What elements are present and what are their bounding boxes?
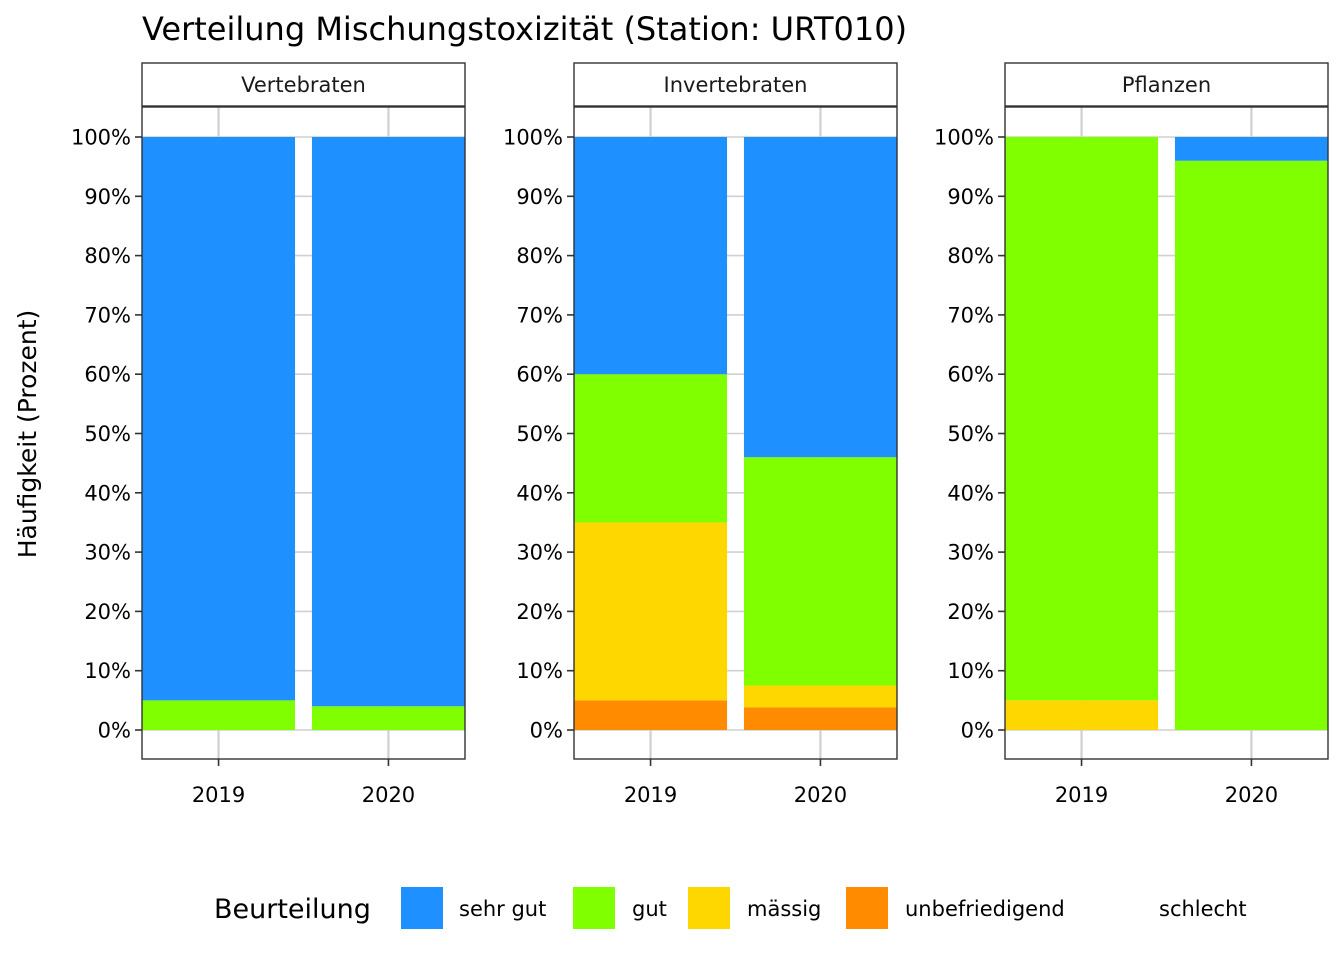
y-tick-label: 40% <box>84 481 131 505</box>
y-tick-label: 80% <box>84 244 131 268</box>
bar-2019-maessig <box>1005 700 1159 730</box>
bar-2020-sehr-gut <box>311 137 465 707</box>
legend-label: schlecht <box>1159 897 1247 921</box>
y-axis-label: Häufigkeit (Prozent) <box>13 310 42 559</box>
y-tick-label: 90% <box>516 185 563 209</box>
bar-2020-sehr-gut <box>1174 137 1328 161</box>
y-tick-label: 10% <box>947 659 994 683</box>
legend-item-maessig: mässig <box>688 887 821 929</box>
bar-2019-maessig <box>574 522 728 701</box>
y-tick-label: 10% <box>516 659 563 683</box>
y-axis: 0% 10% 20% 30% 40% 50% 60% 70% 80% 90% 100% <box>934 126 1005 743</box>
legend-item-schlecht: schlecht <box>1159 897 1247 921</box>
y-tick-label: 100% <box>71 126 131 150</box>
x-axis: 2019 2020 <box>624 759 847 807</box>
y-tick-label: 100% <box>934 126 994 150</box>
strip-background <box>1004 62 1329 107</box>
legend-key <box>688 887 730 929</box>
y-tick-label: 100% <box>503 126 563 150</box>
bar-2019-gut <box>574 374 728 523</box>
y-tick-label: 90% <box>84 185 131 209</box>
legend-label: sehr gut <box>459 897 546 921</box>
x-tick-label: 2020 <box>362 783 415 807</box>
y-tick-label: 70% <box>947 303 994 327</box>
bar-2019-unbefriedigend <box>574 700 728 730</box>
y-tick-label: 30% <box>84 541 131 565</box>
y-tick-label: 20% <box>947 600 994 624</box>
legend-item-gut: gut <box>573 887 667 929</box>
bar-2019-gut <box>1005 137 1159 701</box>
legend: Beurteilung sehr gut gut mässig unbefriedig… <box>214 887 1247 929</box>
y-tick-label: 80% <box>947 244 994 268</box>
y-tick-label: 20% <box>84 600 131 624</box>
bars <box>142 137 465 730</box>
x-tick-label: 2019 <box>1055 783 1108 807</box>
x-tick-label: 2019 <box>624 783 677 807</box>
y-tick-label: 60% <box>516 363 563 387</box>
strip-label: Vertebraten <box>241 73 366 97</box>
x-tick-label: 2019 <box>192 783 245 807</box>
panel-invertebraten: Invertebraten 0% 10% 20% 30% 40% 50% 60% 70% 80% 9… <box>503 62 898 807</box>
y-tick-label: 80% <box>516 244 563 268</box>
y-tick-label: 0% <box>961 719 994 743</box>
y-tick-label: 50% <box>516 422 563 446</box>
bar-2020-gut <box>311 706 465 730</box>
panel-vertebraten: Vertebraten 0% 10% 20% 30% 40% 50% 60% 70% 80% 90%… <box>71 62 466 807</box>
y-tick-label: 40% <box>947 481 994 505</box>
y-tick-label: 20% <box>516 600 563 624</box>
legend-item-unbefriedigend: unbefriedigend <box>846 887 1065 929</box>
y-tick-label: 70% <box>516 303 563 327</box>
y-tick-label: 40% <box>516 481 563 505</box>
y-tick-label: 60% <box>84 363 131 387</box>
legend-key <box>846 887 888 929</box>
y-tick-label: 30% <box>516 541 563 565</box>
strip-background <box>573 62 898 107</box>
bar-2019-sehr-gut <box>142 137 296 701</box>
bar-2020-gut <box>1174 160 1328 731</box>
legend-items: sehr gut gut mässig unbefriedigend schlecht <box>401 887 1247 929</box>
y-tick-label: 50% <box>84 422 131 446</box>
bar-2020-unbefriedigend <box>743 707 897 730</box>
panel-pflanzen: Pflanzen 0% 10% 20% 30% 40% 50% 60% 70% 80% 90% 100… <box>934 62 1329 807</box>
y-tick-label: 60% <box>947 363 994 387</box>
bar-2020-gut <box>743 457 897 686</box>
legend-item-sehr-gut: sehr gut <box>401 887 546 929</box>
y-tick-label: 0% <box>98 719 131 743</box>
chart-title: Verteilung Mischungstoxizität (Station: … <box>142 10 907 48</box>
x-tick-label: 2020 <box>1225 783 1278 807</box>
bars <box>1005 137 1328 731</box>
legend-label: mässig <box>747 897 821 921</box>
strip-background <box>141 62 466 107</box>
legend-label: gut <box>632 897 667 921</box>
legend-title: Beurteilung <box>214 894 371 925</box>
bar-2019-gut <box>142 700 296 730</box>
y-tick-label: 30% <box>947 541 994 565</box>
x-axis: 2019 2020 <box>192 759 415 807</box>
y-tick-label: 0% <box>530 719 563 743</box>
y-axis: 0% 10% 20% 30% 40% 50% 60% 70% 80% 90% 100% <box>71 126 142 743</box>
bar-2020-sehr-gut <box>743 137 897 458</box>
y-axis: 0% 10% 20% 30% 40% 50% 60% 70% 80% 90% 100% <box>503 126 574 743</box>
x-tick-label: 2020 <box>794 783 847 807</box>
bars <box>574 137 897 730</box>
y-tick-label: 50% <box>947 422 994 446</box>
legend-key <box>401 887 443 929</box>
panels: Vertebraten 0% 10% 20% 30% 40% 50% 60% 70% 80% 90%… <box>71 62 1329 807</box>
y-tick-label: 70% <box>84 303 131 327</box>
y-tick-label: 10% <box>84 659 131 683</box>
bar-2019-sehr-gut <box>574 137 728 375</box>
strip-label: Pflanzen <box>1122 73 1211 97</box>
x-axis: 2019 2020 <box>1055 759 1278 807</box>
legend-key <box>573 887 615 929</box>
bar-2020-maessig <box>743 685 897 708</box>
legend-label: unbefriedigend <box>905 897 1065 921</box>
y-tick-label: 90% <box>947 185 994 209</box>
strip-label: Invertebraten <box>664 73 808 97</box>
